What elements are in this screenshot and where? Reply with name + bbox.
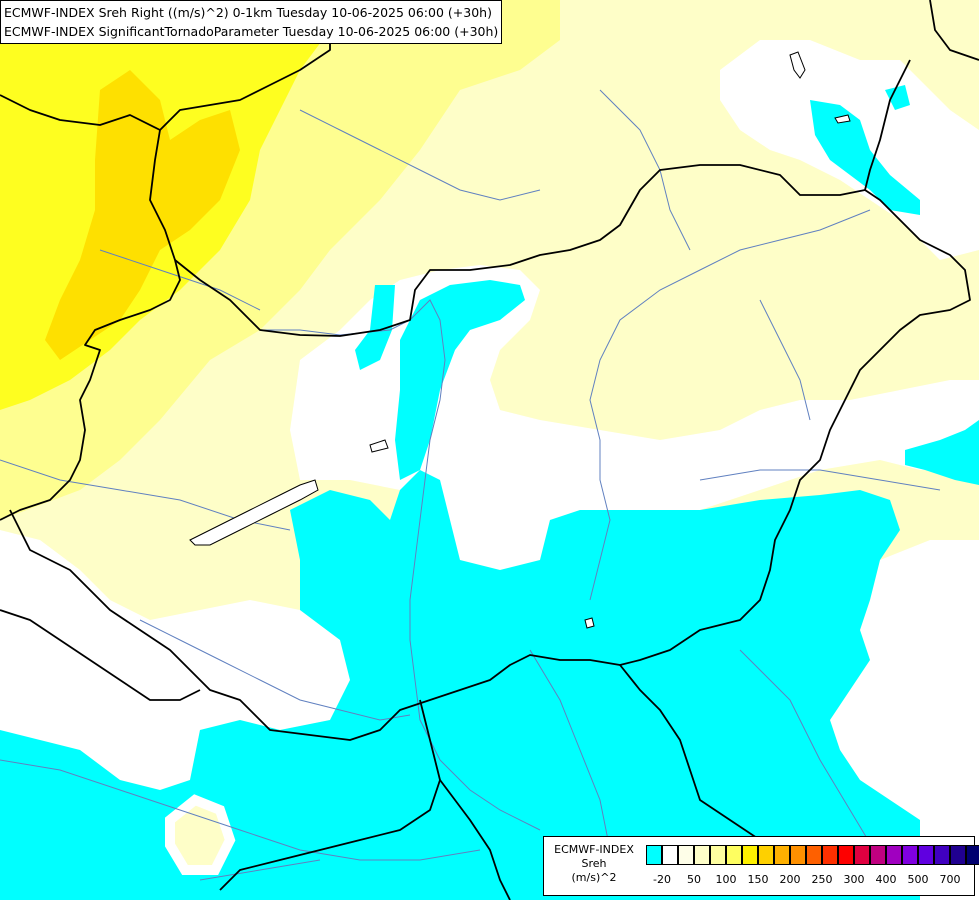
river-morava <box>529 649 611 851</box>
legend-title-line-1: ECMWF-INDEX <box>554 843 634 856</box>
legend-swatch <box>726 845 742 865</box>
river-east-1 <box>699 469 941 491</box>
legend: ECMWF-INDEX Sreh (m/s)^2 -20 50 100 150 200 2… <box>543 836 979 896</box>
border-hungary-north <box>174 164 866 337</box>
legend-swatch <box>806 845 822 865</box>
field-pale-yellow-island <box>170 800 230 870</box>
legend-swatch <box>790 845 806 865</box>
legend-swatch <box>710 845 726 865</box>
field-cyan-danube-strip <box>395 280 525 480</box>
field-white-ring <box>165 794 236 875</box>
legend-swatch <box>950 845 966 865</box>
border-north-east <box>864 59 911 191</box>
river-west-1 <box>99 249 261 311</box>
legend-label: 400 <box>875 873 897 886</box>
field-white-southeast <box>830 540 979 900</box>
river-tisza <box>589 209 871 601</box>
lake-balaton <box>189 479 319 546</box>
legend-swatch <box>870 845 886 865</box>
legend-swatch <box>694 845 710 865</box>
lake-small-2 <box>789 51 806 79</box>
legend-title-line-3: (m/s)^2 <box>571 871 617 884</box>
legend-swatch <box>662 845 678 865</box>
legend-swatch <box>966 845 979 865</box>
lakes <box>189 51 851 629</box>
legend-swatch <box>678 845 694 865</box>
lake-small-1 <box>369 439 389 453</box>
legend-swatch <box>646 845 662 865</box>
border-south-west <box>219 699 441 891</box>
map-title-line-1: ECMWF-INDEX Sreh Right ((m/s)^2) 0-1km T… <box>4 5 492 20</box>
field-cyan-northeast <box>810 100 920 215</box>
legend-swatch <box>774 845 790 865</box>
legend-label: 500 <box>907 873 929 886</box>
legend-label: 300 <box>843 873 865 886</box>
legend-swatch <box>902 845 918 865</box>
river-east-2 <box>739 649 881 861</box>
field-gold-core <box>45 70 240 360</box>
legend-label: 150 <box>747 873 769 886</box>
field-cyan-northeast-dot <box>885 85 910 110</box>
border-croatia <box>0 609 201 701</box>
legend-label: 100 <box>715 873 737 886</box>
lake-small-4 <box>834 114 851 124</box>
legend-swatch <box>854 845 870 865</box>
legend-swatch <box>838 845 854 865</box>
rivers <box>0 89 941 881</box>
field-cyan-east <box>905 420 979 485</box>
river-north-1 <box>299 109 541 201</box>
legend-swatch <box>886 845 902 865</box>
legend-title: ECMWF-INDEX Sreh (m/s)^2 <box>544 843 644 885</box>
legend-label: 200 <box>779 873 801 886</box>
legend-label: 50 <box>687 873 701 886</box>
border-west-main <box>0 129 181 521</box>
field-cyan-south <box>0 470 920 900</box>
river-drava <box>139 619 411 721</box>
river-south-1 <box>199 859 321 881</box>
river-carpath <box>759 299 811 421</box>
river-sava <box>0 759 481 861</box>
border-romania-serbia <box>619 664 781 861</box>
legend-title-line-2: Sreh <box>581 857 607 870</box>
map-title-line-2: ECMWF-INDEX SignificantTornadoParameter … <box>4 24 499 39</box>
field-white-west <box>0 530 350 790</box>
field-cyan-patch-west <box>355 285 395 370</box>
river-danube <box>260 299 541 831</box>
legend-label: 250 <box>811 873 833 886</box>
legend-swatches <box>646 845 979 865</box>
field-white-central <box>290 265 979 570</box>
lake-small-3 <box>584 617 595 629</box>
border-south-mid <box>439 779 511 900</box>
legend-swatch <box>822 845 838 865</box>
legend-swatch <box>742 845 758 865</box>
legend-labels: -20 50 100 150 200 250 300 400 500 700 <box>646 873 976 889</box>
legend-label: -20 <box>653 873 671 886</box>
map-title-box: ECMWF-INDEX Sreh Right ((m/s)^2) 0-1km T… <box>0 0 503 44</box>
legend-swatch <box>918 845 934 865</box>
legend-swatch <box>758 845 774 865</box>
border-north-west <box>0 0 331 131</box>
legend-swatch <box>934 845 950 865</box>
legend-label: 700 <box>939 873 961 886</box>
border-ne-top <box>929 0 979 61</box>
